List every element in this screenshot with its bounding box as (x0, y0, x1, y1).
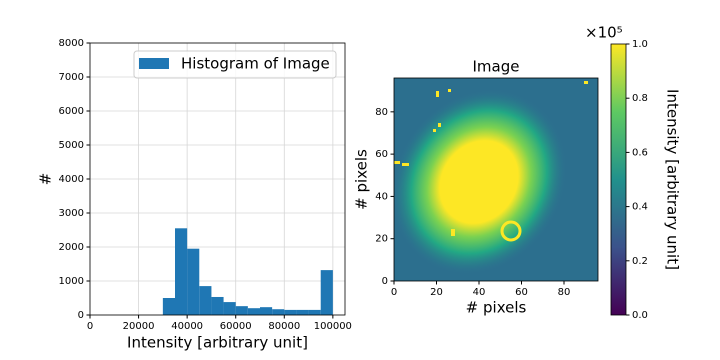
chart-title: Image (473, 58, 520, 76)
y-tick-label: 2000 (59, 242, 84, 253)
colorbar-offset: ×10⁵ (585, 24, 623, 42)
x-tick-label: 20 (430, 287, 443, 298)
x-axis-label: Intensity [arbitrary unit] (127, 334, 308, 352)
bar (235, 306, 248, 315)
y-tick-label: 3000 (59, 208, 84, 219)
y-tick-label: 7000 (59, 72, 84, 83)
bar (162, 298, 175, 315)
bar (199, 286, 212, 315)
axes-frame (393, 77, 599, 282)
axes-frame (89, 42, 346, 316)
x-tick-label: 80 (558, 287, 571, 298)
y-axis-label: # (37, 173, 55, 186)
y-tick-label: 0 (78, 310, 84, 321)
bar (187, 248, 200, 315)
x-tick-label: 40 (473, 287, 486, 298)
image-content (394, 78, 598, 281)
x-tick-label: 60000 (220, 321, 252, 332)
bar (211, 296, 224, 315)
bar (260, 307, 273, 315)
y-tick-label: 20 (375, 234, 388, 245)
legend-label: Histogram of Image (181, 55, 330, 73)
y-tick-label: 1000 (59, 276, 84, 287)
colorbar-tick-label: 0.6 (632, 147, 648, 158)
bar (247, 308, 260, 315)
x-tick-label: 20000 (123, 321, 155, 332)
colorbar (610, 43, 627, 316)
bar (272, 309, 285, 315)
y-tick-label: 5000 (59, 140, 84, 151)
y-tick-label: 60 (375, 149, 388, 160)
x-tick-label: 40000 (171, 321, 203, 332)
x-tick-label: 100000 (314, 321, 352, 332)
colorbar-tick-label: 0.0 (632, 310, 648, 321)
legend-swatch (139, 58, 169, 69)
x-tick-label: 0 (87, 321, 93, 332)
y-axis-label: # pixels (353, 149, 371, 210)
bar (296, 309, 309, 315)
bar (175, 228, 188, 315)
legend-box (133, 50, 337, 79)
y-tick-label: 40 (375, 191, 388, 202)
x-tick-label: 80000 (268, 321, 300, 332)
y-tick-label: 6000 (59, 106, 84, 117)
colorbar-tick-label: 0.2 (632, 256, 648, 267)
x-tick-label: 0 (391, 287, 397, 298)
y-tick-label: 80 (375, 107, 388, 118)
bar (308, 309, 321, 315)
x-axis-label: # pixels (466, 299, 527, 317)
bar (223, 302, 236, 315)
y-tick-label: 0 (382, 276, 388, 287)
y-tick-label: 4000 (59, 174, 84, 185)
colorbar-tick-label: 0.8 (632, 93, 648, 104)
colorbar-label: Intensity [arbitrary unit] (664, 89, 682, 270)
bar (284, 309, 297, 315)
colorbar-tick-label: 0.4 (632, 202, 648, 213)
x-tick-label: 60 (515, 287, 528, 298)
bar (320, 270, 333, 315)
colorbar-tick-label: 1.0 (632, 39, 648, 50)
y-tick-label: 8000 (59, 38, 84, 49)
